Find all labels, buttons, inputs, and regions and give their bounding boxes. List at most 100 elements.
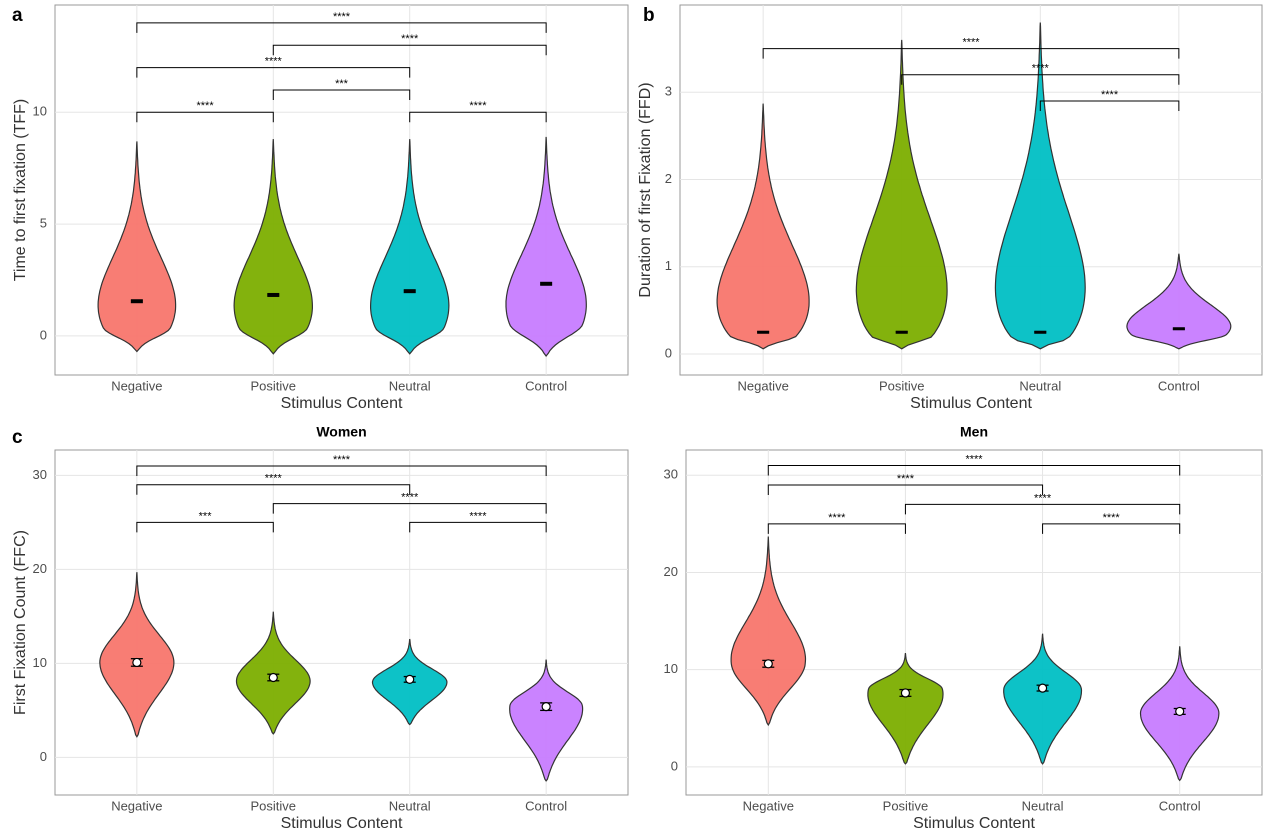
- y-tick-label: 0: [40, 327, 47, 342]
- panel-border: [54, 4, 629, 376]
- significance-label: ****: [197, 100, 215, 112]
- y-tick-label: 0: [665, 345, 672, 360]
- violin: [97, 141, 177, 353]
- mean-point: [541, 702, 551, 712]
- x-tick-label: Positive: [883, 798, 929, 813]
- x-tick-label: Negative: [111, 378, 162, 393]
- mean-point: [405, 674, 415, 684]
- x-tick-label: Neutral: [389, 378, 431, 393]
- panel-border: [685, 449, 1263, 796]
- mean-point: [1175, 706, 1185, 717]
- significance-bracket: [767, 523, 906, 534]
- violin: [1003, 633, 1083, 765]
- significance-bracket: [136, 22, 547, 33]
- significance-bracket: [904, 503, 1181, 515]
- y-tick-label: 30: [33, 467, 47, 482]
- significance-label: ****: [401, 491, 419, 503]
- panel-title: Women: [316, 424, 366, 440]
- significance-label: ****: [1101, 89, 1119, 101]
- significance-label: ****: [965, 453, 983, 465]
- panel-border: [54, 449, 629, 796]
- x-axis-title: Stimulus Content: [281, 815, 403, 832]
- panel-letter: b: [643, 5, 655, 26]
- y-tick-label: 10: [33, 104, 47, 119]
- significance-bracket: [767, 484, 1044, 495]
- violin: [716, 103, 810, 350]
- significance-bracket: [272, 44, 547, 56]
- x-tick-label: Neutral: [1019, 378, 1061, 393]
- significance-label: ***: [199, 510, 213, 522]
- violin: [994, 22, 1086, 350]
- violin: [370, 139, 450, 355]
- violin: [99, 572, 175, 738]
- violin: [855, 39, 948, 350]
- x-axis-title: Stimulus Content: [913, 815, 1035, 832]
- y-axis-title: Duration of first Fixation (FFD): [637, 82, 654, 297]
- x-tick-label: Neutral: [389, 798, 431, 813]
- violin: [730, 536, 807, 727]
- significance-label: ****: [469, 510, 487, 522]
- significance-bracket: [272, 503, 547, 514]
- significance-label: ****: [401, 33, 419, 45]
- significance-label: ****: [333, 454, 351, 466]
- y-tick-label: 10: [664, 661, 678, 676]
- violin: [233, 139, 313, 355]
- significance-bracket: [136, 67, 411, 78]
- significance-label: ***: [335, 78, 349, 90]
- x-tick-label: Positive: [251, 798, 297, 813]
- y-tick-label: 10: [33, 655, 47, 670]
- significance-bracket: [1039, 100, 1180, 111]
- significance-bracket: [136, 111, 274, 123]
- y-tick-label: 1: [665, 258, 672, 273]
- significance-bracket: [136, 484, 411, 495]
- panel-title: Men: [960, 424, 988, 440]
- y-axis-title: Time to first fixation (TFF): [12, 99, 29, 282]
- significance-bracket: [272, 89, 411, 100]
- x-tick-label: Control: [1158, 378, 1200, 393]
- x-tick-label: Positive: [879, 378, 925, 393]
- y-tick-label: 0: [671, 758, 678, 773]
- mean-point: [900, 688, 911, 698]
- y-tick-label: 5: [40, 216, 47, 231]
- x-tick-label: Neutral: [1022, 798, 1064, 813]
- mean-point: [1037, 683, 1048, 693]
- mean-point: [132, 657, 142, 668]
- significance-label: ****: [265, 56, 283, 68]
- significance-label: ****: [1103, 512, 1121, 524]
- y-tick-label: 20: [664, 564, 678, 579]
- significance-bracket: [767, 465, 1181, 476]
- violin: [505, 136, 587, 357]
- significance-bracket: [762, 48, 1180, 59]
- panel-border: [679, 4, 1263, 376]
- violin: [867, 653, 944, 765]
- significance-label: ****: [897, 473, 915, 485]
- x-axis-title: Stimulus Content: [281, 395, 403, 412]
- significance-bracket: [901, 74, 1180, 85]
- significance-bracket: [1042, 523, 1181, 534]
- x-tick-label: Negative: [743, 798, 794, 813]
- panel-letter: a: [12, 5, 23, 26]
- significance-bracket: [409, 111, 547, 123]
- significance-bracket: [136, 465, 547, 476]
- y-tick-label: 0: [40, 749, 47, 764]
- x-tick-label: Control: [525, 798, 567, 813]
- significance-label: ****: [469, 100, 487, 112]
- x-tick-label: Control: [525, 378, 567, 393]
- x-axis-title: Stimulus Content: [910, 395, 1032, 412]
- significance-bracket: [136, 521, 274, 533]
- mean-point: [763, 659, 773, 669]
- significance-label: ****: [828, 512, 846, 524]
- panel-letter: c: [12, 427, 23, 448]
- significance-bracket: [409, 521, 547, 533]
- x-tick-label: Positive: [251, 378, 297, 393]
- violin: [509, 659, 584, 782]
- x-tick-label: Negative: [111, 798, 162, 813]
- y-tick-label: 30: [664, 467, 678, 482]
- violin: [235, 611, 311, 735]
- violin: [1126, 253, 1232, 350]
- y-tick-label: 3: [665, 84, 672, 99]
- y-tick-label: 2: [665, 171, 672, 186]
- significance-label: ****: [1034, 492, 1052, 504]
- x-tick-label: Negative: [737, 378, 788, 393]
